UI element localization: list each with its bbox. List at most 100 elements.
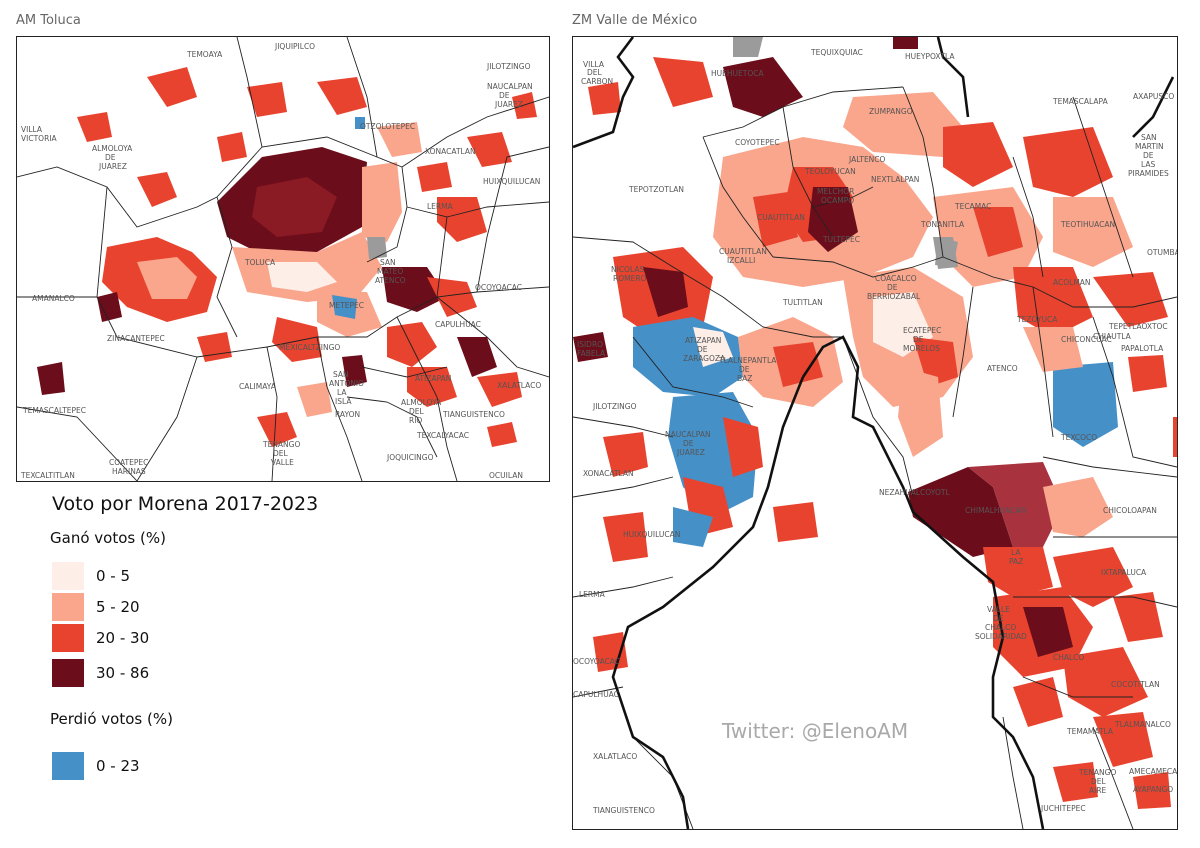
svg-text:JILOTZINGO: JILOTZINGO bbox=[486, 62, 531, 71]
svg-text:TEZOYUCA: TEZOYUCA bbox=[1016, 315, 1058, 324]
svg-text:TLALNEPANTLA: TLALNEPANTLA bbox=[718, 356, 777, 365]
svg-text:MELCHOR: MELCHOR bbox=[817, 187, 854, 196]
valle-state-border bbox=[573, 37, 1175, 829]
toluca-municipal-borders bbox=[17, 37, 549, 481]
legend-swatch-30-86 bbox=[52, 659, 84, 687]
legend-swatch-20-30 bbox=[52, 624, 84, 652]
svg-text:JIQUIPILCO: JIQUIPILCO bbox=[274, 42, 315, 51]
svg-text:MATEO: MATEO bbox=[377, 267, 403, 276]
svg-text:OCUILAN: OCUILAN bbox=[489, 471, 523, 480]
svg-text:ZUMPANGO: ZUMPANGO bbox=[869, 107, 913, 116]
svg-text:XONACATLAN: XONACATLAN bbox=[583, 469, 634, 478]
svg-text:LA: LA bbox=[337, 388, 347, 397]
svg-text:HUEHUETOCA: HUEHUETOCA bbox=[711, 69, 764, 78]
svg-text:ECATEPEC: ECATEPEC bbox=[903, 326, 941, 335]
svg-text:DE: DE bbox=[887, 283, 898, 292]
svg-text:LERMA: LERMA bbox=[427, 202, 454, 211]
svg-text:OTZOLOTEPEC: OTZOLOTEPEC bbox=[360, 122, 415, 131]
svg-text:NAUCALPAN: NAUCALPAN bbox=[665, 430, 711, 439]
svg-text:VILLA: VILLA bbox=[21, 125, 43, 134]
svg-text:CHALCO: CHALCO bbox=[1053, 653, 1084, 662]
svg-text:ISIDRO: ISIDRO bbox=[577, 340, 603, 349]
svg-text:AMANALCO: AMANALCO bbox=[32, 294, 75, 303]
svg-text:RAYON: RAYON bbox=[335, 410, 360, 419]
valle-choropleth bbox=[573, 37, 1177, 809]
svg-text:HUIXQUILUCAN: HUIXQUILUCAN bbox=[483, 177, 540, 186]
svg-text:TLALMANALCO: TLALMANALCO bbox=[1114, 720, 1171, 729]
svg-text:OCOYOACAC: OCOYOACAC bbox=[573, 657, 620, 666]
svg-text:TULTITLAN: TULTITLAN bbox=[782, 298, 823, 307]
svg-text:ZINACANTEPEC: ZINACANTEPEC bbox=[107, 334, 165, 343]
svg-text:TEQUIXQUIAC: TEQUIXQUIAC bbox=[810, 48, 863, 57]
svg-text:DE: DE bbox=[683, 439, 694, 448]
toluca-map[interactable]: VILLA VICTORIA ALMOLOYA DE JUAREZ OTZOLOTEP… bbox=[16, 36, 550, 482]
svg-text:TULTEPEC: TULTEPEC bbox=[822, 235, 860, 244]
svg-text:MORELOS: MORELOS bbox=[903, 344, 940, 353]
svg-text:AXAPUSCO: AXAPUSCO bbox=[1133, 92, 1174, 101]
svg-text:NICOLAS: NICOLAS bbox=[611, 265, 644, 274]
svg-text:VILLA: VILLA bbox=[583, 60, 605, 69]
svg-text:JALTENCO: JALTENCO bbox=[848, 155, 886, 164]
svg-text:TEXCOCO: TEXCOCO bbox=[1060, 433, 1097, 442]
legend-swatch-lost bbox=[52, 752, 84, 780]
twitter-watermark: Twitter: @ElenoAM bbox=[722, 719, 909, 743]
valle-map-canvas: TEQUIXQUIAC HUEHUETOCA HUEYPOXTLA VILLA D… bbox=[573, 37, 1177, 829]
svg-text:AMECAMECA: AMECAMECA bbox=[1129, 767, 1177, 776]
svg-text:TEMAMATLA: TEMAMATLA bbox=[1066, 727, 1114, 736]
toluca-choropleth bbox=[37, 67, 537, 447]
svg-text:CALIMAYA: CALIMAYA bbox=[239, 382, 277, 391]
svg-text:XALATLACO: XALATLACO bbox=[593, 752, 637, 761]
svg-text:AYAPANGO: AYAPANGO bbox=[1133, 785, 1173, 794]
svg-text:TEXCALTITLAN: TEXCALTITLAN bbox=[20, 471, 75, 480]
svg-text:IZCALLI: IZCALLI bbox=[727, 256, 755, 265]
legend-label-0-5: 0 - 5 bbox=[96, 567, 131, 585]
svg-text:TEPOTZOTLAN: TEPOTZOTLAN bbox=[628, 185, 684, 194]
svg-text:VALLE: VALLE bbox=[987, 605, 1010, 614]
svg-text:NEZAHUALCOYOTL: NEZAHUALCOYOTL bbox=[879, 488, 950, 497]
legend-item-0-5: 0 - 5 bbox=[52, 562, 130, 590]
legend-label-5-20: 5 - 20 bbox=[96, 598, 140, 616]
svg-text:PAZ: PAZ bbox=[1009, 557, 1023, 566]
svg-text:ANTONIO: ANTONIO bbox=[329, 379, 364, 388]
svg-text:AIRE: AIRE bbox=[1089, 786, 1107, 795]
left-map-title: AM Toluca bbox=[16, 13, 81, 28]
svg-text:COCOTITLAN: COCOTITLAN bbox=[1111, 680, 1160, 689]
svg-text:DEL: DEL bbox=[409, 407, 425, 416]
valle-labels: TEQUIXQUIAC HUEHUETOCA HUEYPOXTLA VILLA D… bbox=[573, 48, 1177, 815]
svg-text:HUEYPOXTLA: HUEYPOXTLA bbox=[905, 52, 955, 61]
svg-text:NAUCALPAN: NAUCALPAN bbox=[487, 82, 533, 91]
svg-text:XONACATLAN: XONACATLAN bbox=[425, 147, 476, 156]
svg-text:SOLIDARIDAD: SOLIDARIDAD bbox=[975, 632, 1027, 641]
svg-text:ROMERO: ROMERO bbox=[613, 274, 647, 283]
svg-text:COYOTEPEC: COYOTEPEC bbox=[735, 138, 780, 147]
svg-text:JUAREZ: JUAREZ bbox=[494, 100, 523, 109]
svg-text:TIANGUISTENCO: TIANGUISTENCO bbox=[442, 410, 505, 419]
svg-text:OCOYOACAC: OCOYOACAC bbox=[475, 283, 522, 292]
svg-text:TEMASCALTEPEC: TEMASCALTEPEC bbox=[22, 406, 86, 415]
svg-text:METEPEC: METEPEC bbox=[329, 301, 364, 310]
svg-text:TOLUCA: TOLUCA bbox=[244, 258, 276, 267]
svg-text:TENANGO: TENANGO bbox=[262, 440, 300, 449]
svg-text:MARTIN: MARTIN bbox=[1135, 142, 1164, 151]
svg-text:CHICOLOAPAN: CHICOLOAPAN bbox=[1103, 506, 1157, 515]
svg-text:DE: DE bbox=[105, 153, 116, 162]
svg-text:TEXCALYACAC: TEXCALYACAC bbox=[416, 431, 469, 440]
legend-item-5-20: 5 - 20 bbox=[52, 593, 140, 621]
svg-text:RIO: RIO bbox=[409, 416, 422, 425]
svg-text:ATENCO: ATENCO bbox=[987, 364, 1018, 373]
svg-text:CHIAUTLA: CHIAUTLA bbox=[1093, 332, 1132, 341]
svg-text:TEMASCALAPA: TEMASCALAPA bbox=[1052, 97, 1109, 106]
svg-text:TECAMAC: TECAMAC bbox=[954, 202, 991, 211]
svg-text:SAN: SAN bbox=[333, 370, 349, 379]
svg-text:TEPETLAOXTOC: TEPETLAOXTOC bbox=[1108, 322, 1168, 331]
legend-item-30-86: 30 - 86 bbox=[52, 659, 149, 687]
svg-text:CAPULHUAC: CAPULHUAC bbox=[435, 320, 481, 329]
svg-text:PAPALOTLA: PAPALOTLA bbox=[1121, 344, 1164, 353]
svg-text:SAN: SAN bbox=[380, 258, 396, 267]
svg-text:ATIZAPAN: ATIZAPAN bbox=[415, 374, 451, 383]
valle-de-mexico-map[interactable]: TEQUIXQUIAC HUEHUETOCA HUEYPOXTLA VILLA D… bbox=[572, 36, 1178, 830]
svg-text:BAZ: BAZ bbox=[737, 374, 752, 383]
svg-text:XALATLACO: XALATLACO bbox=[497, 381, 541, 390]
